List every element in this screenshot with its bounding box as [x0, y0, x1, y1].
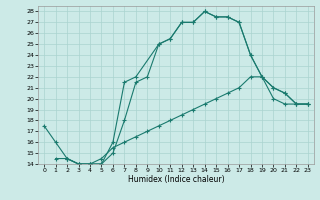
- X-axis label: Humidex (Indice chaleur): Humidex (Indice chaleur): [128, 175, 224, 184]
